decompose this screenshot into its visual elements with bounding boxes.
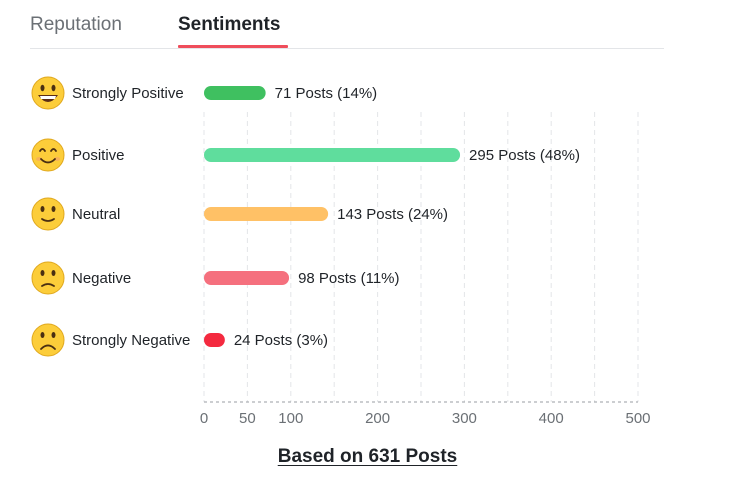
frowning-face-icon <box>31 323 65 357</box>
smiling-face-icon <box>31 138 65 172</box>
x-tick-label: 400 <box>539 410 564 427</box>
x-tick-label: 100 <box>278 410 303 427</box>
bar-strongly-negative <box>204 333 225 347</box>
value-label: 24 Posts (3%) <box>234 332 328 349</box>
footer: Based on 631 Posts <box>0 446 735 468</box>
x-tick-label: 200 <box>365 410 390 427</box>
bar-strongly-positive <box>204 86 266 100</box>
bar-negative <box>204 271 290 285</box>
value-label: 143 Posts (24%) <box>337 206 448 223</box>
tab-reputation[interactable]: Reputation <box>30 14 122 35</box>
grinning-face-icon <box>31 76 65 110</box>
based-on-posts-link[interactable]: Based on 631 Posts <box>277 446 458 467</box>
tab-bar: Reputation Sentiments <box>30 0 664 49</box>
x-tick-label: 300 <box>452 410 477 427</box>
active-tab-indicator <box>178 45 288 48</box>
slightly-smiling-face-icon <box>31 197 65 231</box>
category-label: Strongly Positive <box>72 85 184 102</box>
value-label: 71 Posts (14%) <box>275 85 378 102</box>
category-label: Positive <box>72 147 125 164</box>
category-label: Negative <box>72 270 131 287</box>
category-label: Neutral <box>72 206 120 223</box>
bar-neutral <box>204 207 329 221</box>
x-tick-label: 500 <box>625 410 650 427</box>
tab-sentiments[interactable]: Sentiments <box>178 14 281 35</box>
bar-positive <box>204 148 461 162</box>
x-tick-label: 50 <box>239 410 256 427</box>
value-label: 295 Posts (48%) <box>469 147 580 164</box>
sentiment-chart: 0 50 100 200 300 400 500 Strongly Positive 71 P… <box>31 76 651 427</box>
category-label: Strongly Negative <box>72 332 190 349</box>
x-tick-label: 0 <box>200 410 208 427</box>
slightly-frowning-face-icon <box>31 261 65 295</box>
value-label: 98 Posts (11%) <box>298 270 399 287</box>
